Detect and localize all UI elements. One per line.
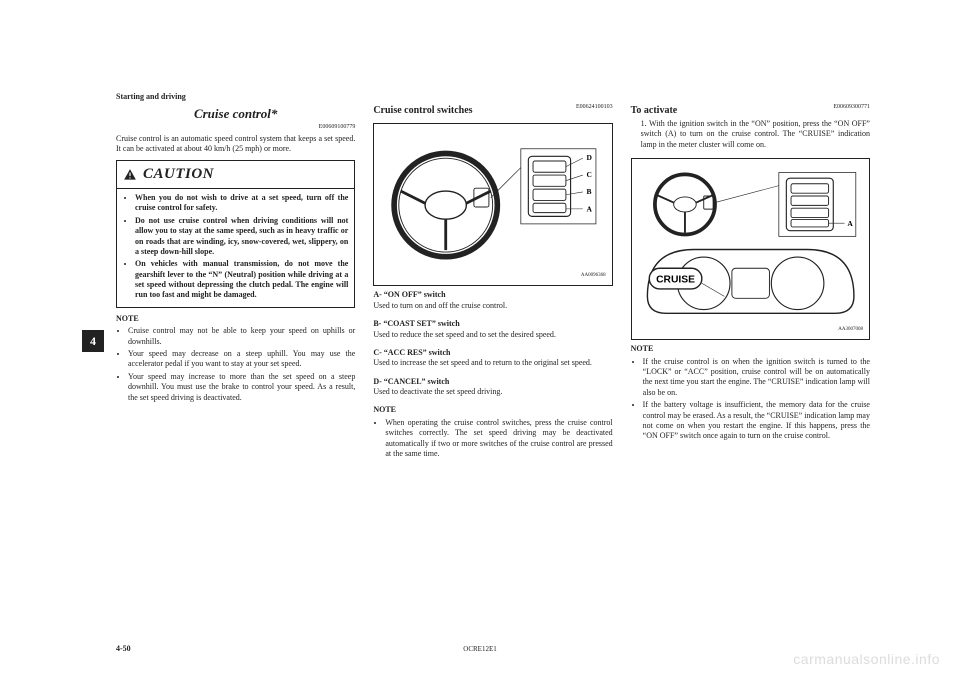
figure-ref: AA0096368 [380,273,605,280]
page-number: 4-50 [116,644,131,653]
switch-a-head: A- “ON OFF” switch [373,290,612,300]
column-2: Cruise control switches E00624100103 [373,104,612,629]
section-header: Starting and driving [116,92,186,101]
note-list: Cruise control may not be able to keep y… [116,326,355,403]
manual-page: Starting and driving 4 Cruise control* E… [0,0,960,679]
step-1: 1. With the ignition switch in the “ON” … [631,119,870,150]
watermark: carmanualsonline.info [793,651,940,667]
caution-box: CAUTION When you do not wish to drive at… [116,160,355,307]
caution-head: CAUTION [117,161,354,185]
chapter-tab: 4 [82,330,104,352]
note-item: Cruise control may not be able to keep y… [128,326,355,347]
label-d: D [587,153,593,162]
switch-b-body: Used to reduce the set speed and to set … [373,330,612,340]
cruise-cluster-svg: A CRUISE [638,165,863,325]
note-label-3: NOTE [631,344,870,354]
note-item: When operating the cruise control switch… [385,418,612,460]
warning-triangle-icon [123,168,137,182]
column-3: To activate E00609300771 1. With the ign… [631,104,870,629]
caution-item: When you do not wish to drive at a set s… [135,193,348,214]
caution-item: Do not use cruise control when driving c… [135,216,348,258]
note-item: Your speed may increase to more than the… [128,372,355,403]
steering-switch-svg: D C B A [380,130,605,271]
caution-item: On vehicles with manual transmission, do… [135,259,348,301]
label-a: A [587,205,593,214]
note-list-2: When operating the cruise control switch… [373,418,612,460]
col3-head-row: To activate E00609300771 [631,104,870,119]
col2-head-row: Cruise control switches E00624100103 [373,104,612,119]
note-list-3: If the cruise control is on when the ign… [631,357,870,442]
switch-c-head: C- “ACC RES” switch [373,348,612,358]
switch-d-body: Used to deactivate the set speed driving… [373,387,612,397]
caution-list: When you do not wish to drive at a set s… [123,193,348,301]
note-item: Your speed may decrease on a steep uphil… [128,349,355,370]
col3-title: To activate [631,104,834,117]
note-label: NOTE [116,314,355,324]
col3-docnum: E00609300771 [833,104,870,119]
switch-d-head: D- “CANCEL” switch [373,377,612,387]
switch-c-body: Used to increase the set speed and to re… [373,358,612,368]
label-b: B [587,187,592,196]
label-a2: A [847,219,853,228]
column-1: Cruise control* E00609100779 Cruise cont… [116,104,355,629]
figure-ref-2: AA3007008 [638,327,863,334]
note-item: If the battery voltage is insufficient, … [643,400,870,442]
note-label-2: NOTE [373,405,612,415]
col1-title: Cruise control* [116,106,355,123]
switch-b-head: B- “COAST SET” switch [373,319,612,329]
col2-docnum: E00624100103 [576,104,613,119]
doc-code: OCRE12E1 [463,645,496,653]
caution-body: When you do not wish to drive at a set s… [117,189,354,307]
col2-title: Cruise control switches [373,104,576,117]
note-item: If the cruise control is on when the ign… [643,357,870,399]
switch-figure: D C B A AA0096368 [373,123,612,286]
content-columns: Cruise control* E00609100779 Cruise cont… [116,104,870,629]
activate-figure: A CRUISE AA300700 [631,158,870,340]
label-c: C [587,170,592,179]
col1-intro: Cruise control is an automatic speed con… [116,134,355,155]
switch-a-body: Used to turn on and off the cruise contr… [373,301,612,311]
cruise-badge-text: CRUISE [656,275,695,286]
col1-docnum: E00609100779 [116,124,355,132]
caution-label: CAUTION [143,165,214,185]
